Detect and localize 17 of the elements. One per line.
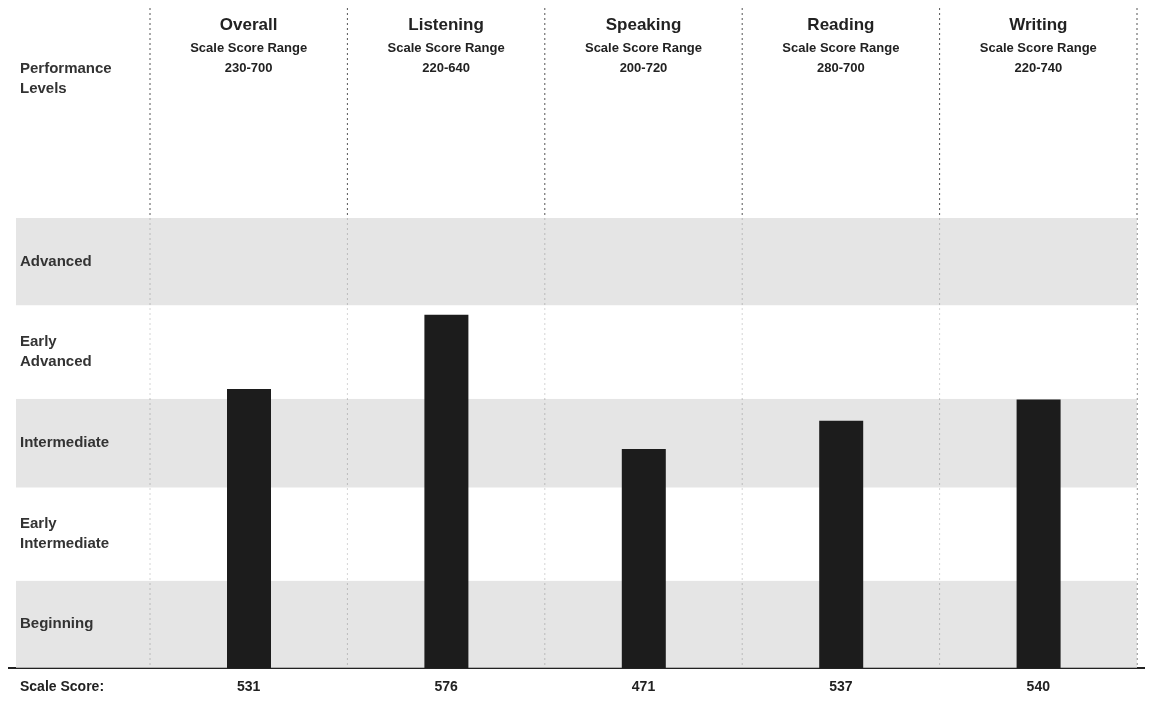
text: 531 [236, 678, 262, 694]
x-tick-label: Listening Scale Score Range 220-640 [387, 15, 505, 75]
band-label: Beginning [20, 614, 94, 632]
x-tick-label: Writing Scale Score Range 220-740 [979, 15, 1097, 75]
band-label: Intermediate [20, 433, 110, 451]
band-label: Advanced [20, 251, 92, 269]
band-label: Early Intermediate [20, 514, 110, 552]
text: 537 [828, 678, 854, 694]
x-tick-label: Overall Scale Score Range 230-700 [190, 15, 308, 75]
y-axis-title: Performance Levels [20, 58, 113, 98]
text: 576 [433, 678, 459, 694]
text: 540 [1025, 678, 1051, 694]
x-tick-label: Reading Scale Score Range 280-700 [782, 15, 900, 75]
band-label: Early Advanced [20, 332, 92, 370]
text: 471 [630, 678, 657, 694]
text: Scale Score: [20, 678, 105, 694]
x-tick-label: Speaking Scale Score Range 200-720 [584, 15, 703, 75]
